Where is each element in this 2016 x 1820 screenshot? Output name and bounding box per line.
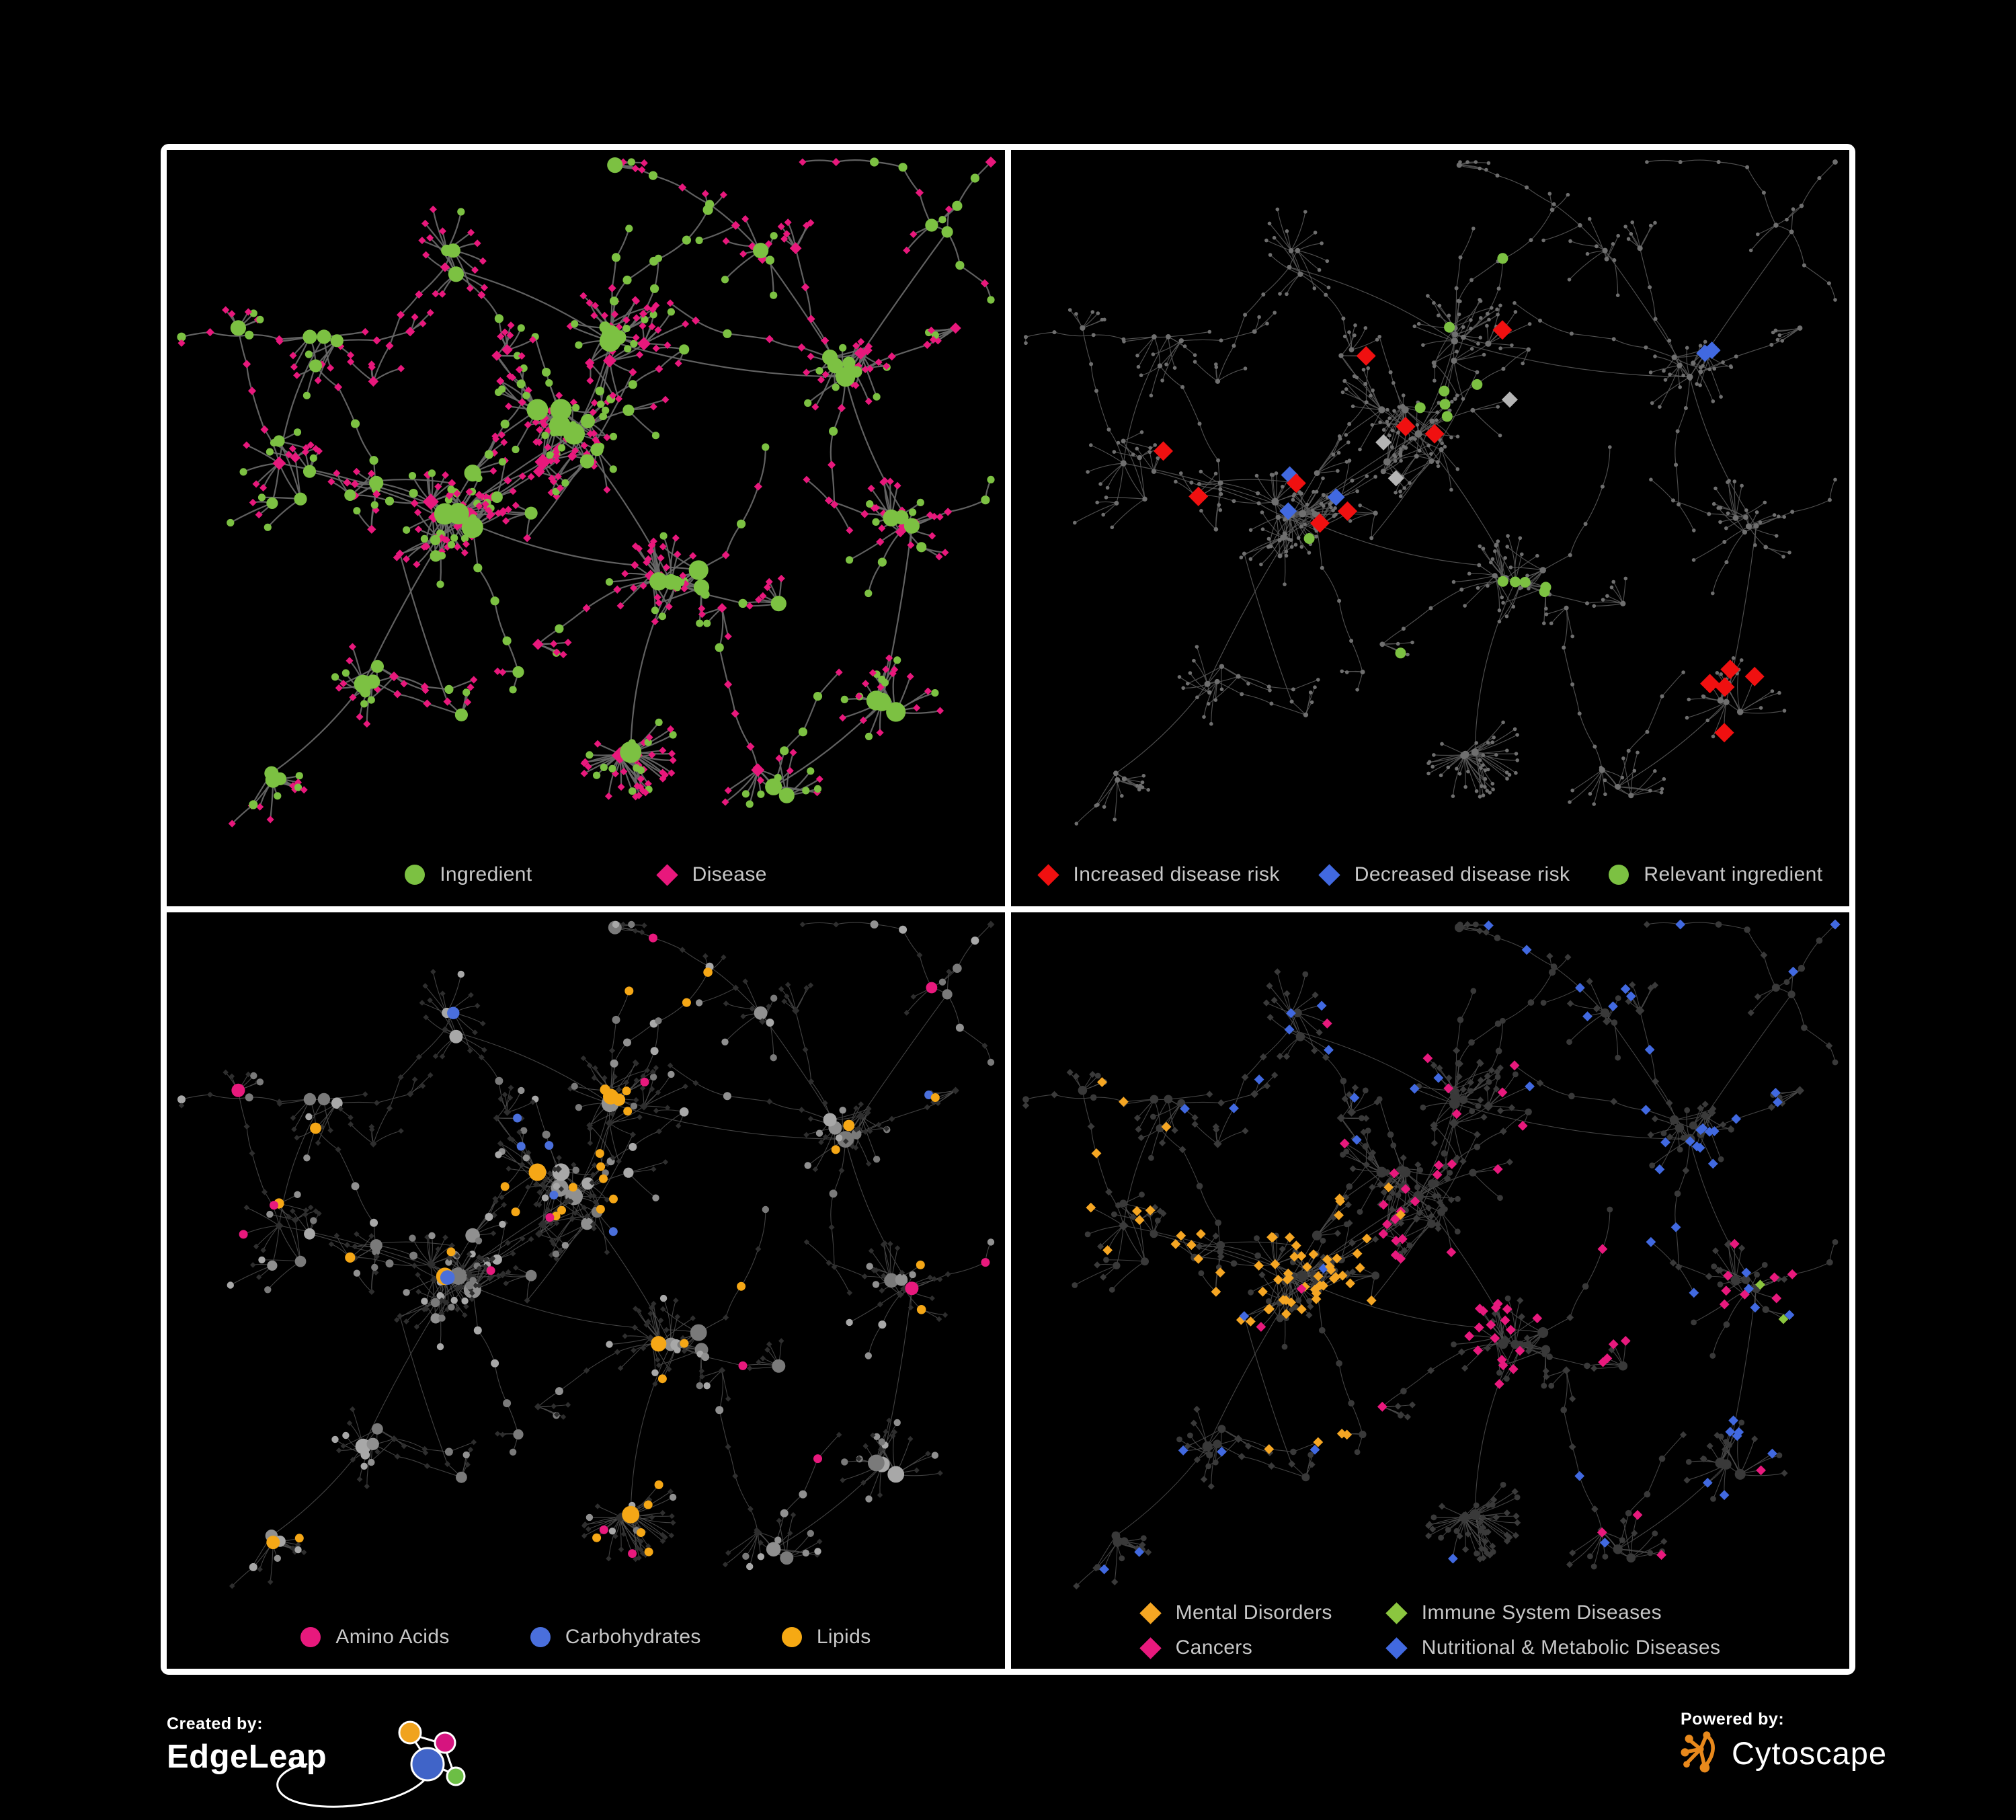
legend-label: Cancers <box>1175 1636 1253 1659</box>
panel-disease-classes: Mental Disorders Immune System Diseases Ca… <box>1011 912 1849 1669</box>
legend-item-decreased-disease-risk: Decreased disease risk <box>1318 863 1570 886</box>
edgeleap-wordmark: EdgeLeap <box>167 1739 327 1775</box>
cytoscape-branding: Powered by: Cytoscape <box>1681 1710 1976 1817</box>
legend-label: Disease <box>692 863 767 885</box>
edges-layer <box>180 159 992 824</box>
legend-label: Decreased disease risk <box>1354 863 1570 885</box>
legend-label: Ingredient <box>440 863 532 885</box>
legend-label: Immune System Diseases <box>1421 1601 1662 1624</box>
legend-label: Amino Acids <box>335 1626 450 1648</box>
legend-label: Lipids <box>816 1626 871 1648</box>
legend-item-increased-disease-risk: Increased disease risk <box>1037 863 1280 886</box>
legend-item-carbohydrates: Carbohydrates <box>530 1626 701 1649</box>
legend-label: Nutritional & Metabolic Diseases <box>1421 1636 1721 1659</box>
edgeleap-node-green <box>446 1766 466 1786</box>
legend-compound-classes: Amino Acids Carbohydrates Lipids <box>167 1626 1005 1649</box>
legend-item-amino-acids: Amino Acids <box>300 1626 449 1649</box>
cytoscape-wordmark: Cytoscape <box>1732 1735 1888 1771</box>
legend-item-disease: Disease <box>655 863 767 886</box>
edgeleap-swoosh <box>276 1763 429 1808</box>
nodes-layer <box>177 156 997 828</box>
legend-item-ingredient: Ingredient <box>405 863 532 886</box>
cytoscape-logo-icon <box>1681 1731 1715 1773</box>
legend-marker-diamond <box>1318 863 1340 886</box>
legend-item-nutritional-metabolic-diseases: Nutritional & Metabolic Diseases <box>1385 1636 1721 1659</box>
nodes-layer <box>177 920 995 1589</box>
edges-layer <box>181 922 992 1587</box>
edgeleap-node-blue <box>410 1747 445 1782</box>
edgeleap-branding: Created by: EdgeLeap <box>167 1714 516 1820</box>
nodes-layer <box>1024 159 1838 826</box>
legend-item-relevant-ingredient: Relevant ingredient <box>1609 863 1822 886</box>
legend-marker-diamond <box>1385 1601 1408 1624</box>
panel-disease-risk: Increased disease risk Decreased disease … <box>1011 150 1849 906</box>
legend-item-lipids: Lipids <box>781 1626 871 1649</box>
compound-classes-graph <box>177 920 995 1589</box>
disease-risk-graph <box>1024 159 1838 826</box>
created-by-label: Created by: <box>167 1714 264 1733</box>
legend-marker-diamond <box>655 863 678 886</box>
legend-label: Carbohydrates <box>565 1626 701 1648</box>
panel-grid: Ingredient Disease Increased disease risk… <box>161 144 1855 1675</box>
legend-marker-diamond <box>1037 863 1059 886</box>
panel-compound-classes: Amino Acids Carbohydrates Lipids <box>167 912 1005 1669</box>
legend-marker-diamond <box>1385 1636 1408 1659</box>
ingredient-disease-graph <box>177 156 997 828</box>
legend-item-mental-disorders: Mental Disorders <box>1139 1601 1332 1624</box>
legend-marker-circle <box>781 1627 802 1647</box>
edges-layer <box>1025 922 1836 1587</box>
legend-marker-circle <box>1609 865 1629 885</box>
legend-label: Relevant ingredient <box>1644 863 1823 885</box>
legend-ingredient-disease: Ingredient Disease <box>167 863 1005 886</box>
legend-marker-circle <box>405 865 426 885</box>
legend-disease-risk: Increased disease risk Decreased disease … <box>1011 863 1849 886</box>
legend-item-immune-system-diseases: Immune System Diseases <box>1385 1601 1721 1624</box>
edgeleap-node-magenta <box>434 1731 456 1754</box>
panel-ingredient-disease: Ingredient Disease <box>167 150 1005 906</box>
legend-label: Mental Disorders <box>1175 1601 1332 1624</box>
edgeleap-node-orange <box>398 1720 422 1745</box>
legend-marker-circle <box>300 1627 321 1647</box>
legend-item-cancers: Cancers <box>1139 1636 1332 1659</box>
legend-marker-circle <box>530 1627 551 1647</box>
legend-label: Increased disease risk <box>1073 863 1280 885</box>
legend-marker-diamond <box>1139 1601 1162 1624</box>
edgeleap-logo-icon <box>276 1720 466 1808</box>
edges-layer <box>1025 159 1836 824</box>
powered-by-label: Powered by: <box>1681 1710 1785 1729</box>
legend-marker-diamond <box>1139 1636 1162 1659</box>
legend-disease-classes: Mental Disorders Immune System Diseases Ca… <box>1011 1601 1849 1659</box>
disease-classes-graph <box>1022 919 1841 1590</box>
